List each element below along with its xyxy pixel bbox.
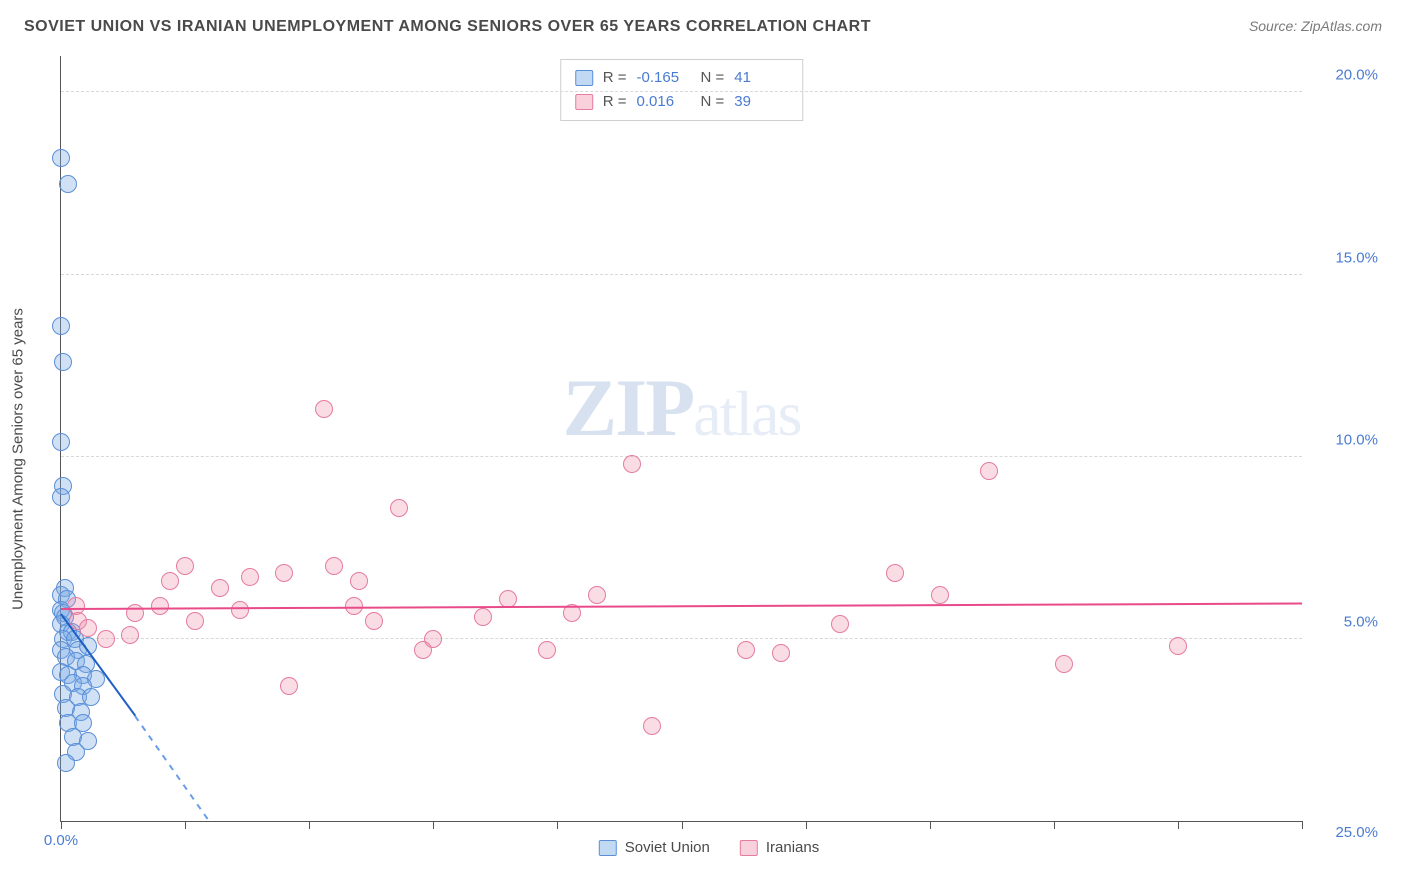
n-value-iranian: 39 — [734, 90, 788, 114]
watermark-bold: ZIP — [563, 362, 694, 453]
y-tick-label: 20.0% — [1308, 67, 1378, 84]
r-value-soviet: -0.165 — [637, 66, 691, 90]
legend-item-iranian: Iranians — [740, 839, 819, 856]
data-point-iranian — [275, 564, 293, 582]
data-point-iranian — [772, 644, 790, 662]
x-tick — [61, 821, 62, 829]
data-point-iranian — [424, 630, 442, 648]
x-tick-label-last: 25.0% — [1308, 824, 1378, 841]
data-point-iranian — [1169, 637, 1187, 655]
data-point-iranian — [588, 586, 606, 604]
data-point-iranian — [350, 572, 368, 590]
data-point-iranian — [831, 615, 849, 633]
x-tick — [309, 821, 310, 829]
data-point-iranian — [241, 568, 259, 586]
n-label: N = — [701, 66, 725, 90]
data-point-iranian — [474, 608, 492, 626]
chart-title: SOVIET UNION VS IRANIAN UNEMPLOYMENT AMO… — [24, 18, 871, 36]
r-label: R = — [603, 90, 627, 114]
n-label: N = — [701, 90, 725, 114]
data-point-soviet — [52, 433, 70, 451]
x-tick — [1178, 821, 1179, 829]
gridline — [61, 274, 1302, 275]
x-tick — [1054, 821, 1055, 829]
gridline — [61, 456, 1302, 457]
n-value-soviet: 41 — [734, 66, 788, 90]
x-tick — [433, 821, 434, 829]
watermark-rest: atlas — [693, 378, 800, 449]
data-point-iranian — [365, 612, 383, 630]
swatch-iranian — [575, 94, 593, 110]
legend-label-iranian: Iranians — [766, 839, 819, 856]
watermark: ZIPatlas — [563, 361, 801, 455]
data-point-soviet — [52, 149, 70, 167]
data-point-iranian — [1055, 655, 1073, 673]
trend-line-soviet-ext — [135, 716, 211, 823]
data-point-soviet — [54, 353, 72, 371]
data-point-iranian — [79, 619, 97, 637]
data-point-iranian — [211, 579, 229, 597]
data-point-iranian — [231, 601, 249, 619]
data-point-iranian — [390, 499, 408, 517]
r-label: R = — [603, 66, 627, 90]
data-point-iranian — [325, 557, 343, 575]
y-axis-label: Unemployment Among Seniors over 65 years — [10, 308, 27, 610]
x-tick — [1302, 821, 1303, 829]
swatch-soviet — [575, 70, 593, 86]
data-point-iranian — [97, 630, 115, 648]
x-tick — [806, 821, 807, 829]
legend-item-soviet: Soviet Union — [599, 839, 710, 856]
data-point-iranian — [931, 586, 949, 604]
legend-swatch-soviet — [599, 840, 617, 856]
data-point-iranian — [315, 400, 333, 418]
y-tick-label: 10.0% — [1308, 431, 1378, 448]
legend-label-soviet: Soviet Union — [625, 839, 710, 856]
data-point-iranian — [623, 455, 641, 473]
data-point-iranian — [538, 641, 556, 659]
data-point-soviet — [59, 175, 77, 193]
y-tick-label: 15.0% — [1308, 249, 1378, 266]
r-value-iranian: 0.016 — [637, 90, 691, 114]
plot-area: ZIPatlas R = -0.165 N = 41 R = 0.016 N =… — [60, 56, 1302, 822]
data-point-iranian — [280, 677, 298, 695]
x-tick — [930, 821, 931, 829]
legend-swatch-iranian — [740, 840, 758, 856]
y-tick-label: 5.0% — [1308, 613, 1378, 630]
bottom-legend: Soviet Union Iranians — [599, 839, 819, 856]
data-point-iranian — [186, 612, 204, 630]
data-point-iranian — [886, 564, 904, 582]
data-point-soviet — [57, 754, 75, 772]
gridline — [61, 638, 1302, 639]
data-point-iranian — [151, 597, 169, 615]
data-point-iranian — [980, 462, 998, 480]
stats-row-iranian: R = 0.016 N = 39 — [575, 90, 789, 114]
data-point-iranian — [176, 557, 194, 575]
gridline — [61, 91, 1302, 92]
data-point-iranian — [121, 626, 139, 644]
data-point-iranian — [737, 641, 755, 659]
stats-row-soviet: R = -0.165 N = 41 — [575, 66, 789, 90]
chart-container: Unemployment Among Seniors over 65 years… — [36, 56, 1382, 862]
x-tick — [682, 821, 683, 829]
stats-legend: R = -0.165 N = 41 R = 0.016 N = 39 — [560, 59, 804, 121]
data-point-soviet — [52, 488, 70, 506]
x-tick — [185, 821, 186, 829]
x-tick-label-first: 0.0% — [44, 832, 78, 849]
data-point-iranian — [161, 572, 179, 590]
source-attribution: Source: ZipAtlas.com — [1249, 18, 1382, 34]
data-point-soviet — [52, 317, 70, 335]
data-point-iranian — [643, 717, 661, 735]
x-tick — [557, 821, 558, 829]
